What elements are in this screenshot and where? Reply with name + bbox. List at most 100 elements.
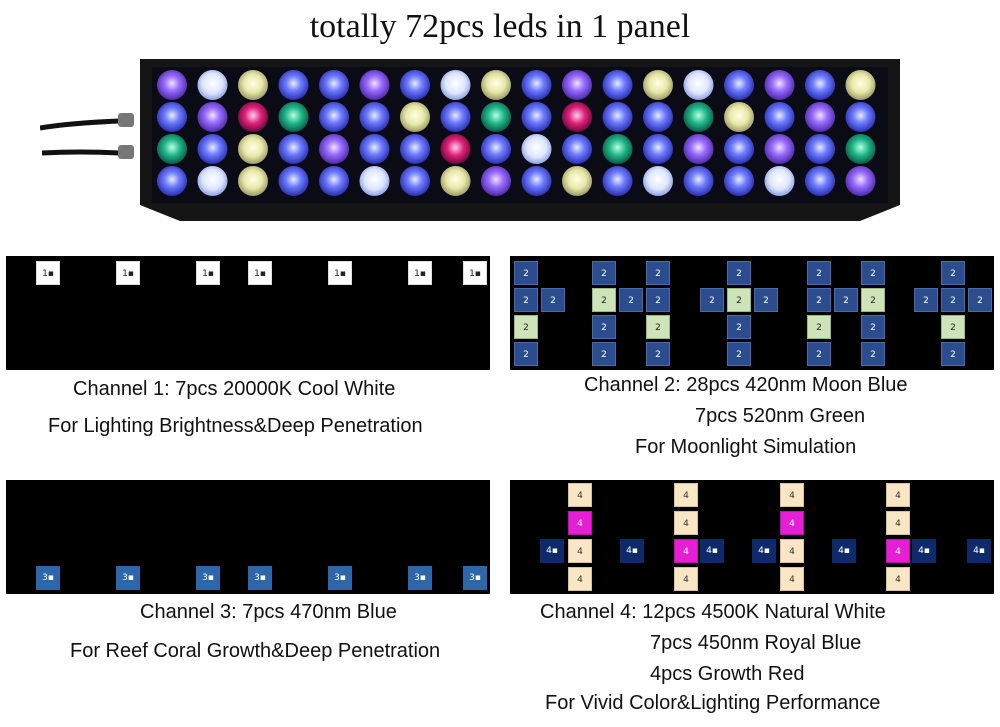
- channel2-title: Channel 2: 28pcs 420nm Moon Blue: [584, 374, 908, 396]
- led-cell-natural-white: 4: [780, 483, 804, 507]
- led-lens: [521, 134, 552, 164]
- led-cell-growth-red: 4: [886, 539, 910, 563]
- led-lens: [400, 102, 430, 132]
- led-cell-growth-red: 4: [674, 539, 698, 563]
- channel3-title: Channel 3: 7pcs 470nm Blue: [140, 601, 397, 623]
- led-cell-cool-white: 1▪: [463, 261, 487, 285]
- led-lens: [481, 102, 511, 132]
- led-cell-moon-blue: 2: [646, 288, 670, 312]
- led-lens: [845, 166, 876, 196]
- led-cell-green: 2: [861, 288, 885, 312]
- led-lens: [238, 70, 268, 100]
- led-lens: [805, 102, 835, 132]
- led-cell-moon-blue: 2: [541, 288, 565, 312]
- led-lens: [683, 134, 714, 164]
- led-lens: [319, 134, 349, 164]
- led-cell-moon-blue: 2: [700, 288, 724, 312]
- led-cell-blue: 3▪: [408, 566, 432, 590]
- led-cell-natural-white: 4: [780, 539, 804, 563]
- led-cell-green: 2: [727, 288, 751, 312]
- led-lens: [643, 134, 673, 164]
- led-cell-moon-blue: 2: [807, 342, 831, 366]
- led-lens: [400, 70, 430, 100]
- led-lens: [359, 70, 390, 100]
- led-cell-green: 2: [807, 315, 831, 339]
- channel4-blue: 7pcs 450nm Royal Blue: [650, 632, 862, 654]
- led-lens: [278, 70, 309, 100]
- led-cell-moon-blue: 2: [861, 261, 885, 285]
- led-cell-moon-blue: 2: [807, 261, 831, 285]
- led-cell-moon-blue: 2: [727, 261, 751, 285]
- led-lens: [643, 102, 673, 132]
- led-lens: [724, 166, 754, 196]
- led-cell-moon-blue: 2: [592, 315, 616, 339]
- led-cell-natural-white: 4: [568, 539, 592, 563]
- led-cell-moon-blue: 2: [514, 342, 538, 366]
- led-cell-moon-blue: 2: [727, 342, 751, 366]
- led-lens: [197, 134, 228, 164]
- led-lens: [683, 70, 714, 100]
- led-lens: [157, 102, 187, 132]
- led-lens: [157, 134, 187, 164]
- led-cell-natural-white: 4: [674, 567, 698, 591]
- led-lens: [157, 166, 187, 196]
- led-cell-moon-blue: 2: [727, 315, 751, 339]
- led-cell-royal-blue: 4▪: [540, 539, 564, 563]
- page-title: totally 72pcs leds in 1 panel: [309, 8, 691, 45]
- led-lens: [278, 102, 309, 132]
- channel2-purpose: For Moonlight Simulation: [635, 436, 857, 458]
- led-cell-moon-blue: 2: [592, 261, 616, 285]
- led-cell-natural-white: 4: [886, 511, 910, 535]
- product-image: [40, 59, 900, 221]
- led-cell-natural-white: 4: [886, 483, 910, 507]
- led-lens: [764, 70, 795, 100]
- led-lens: [764, 166, 795, 196]
- led-cell-moon-blue: 2: [514, 261, 538, 285]
- led-cell-cool-white: 1▪: [408, 261, 432, 285]
- led-cell-natural-white: 4: [886, 567, 910, 591]
- led-cell-royal-blue: 4▪: [832, 539, 856, 563]
- led-cell-cool-white: 1▪: [116, 261, 140, 285]
- led-lens: [602, 102, 633, 132]
- led-lens: [319, 166, 349, 196]
- led-lens: [805, 134, 835, 164]
- channel4-layout: 4 4 4 4 4 4 4 4 4 4 4 4 4 4 4 4 4▪ 4▪ 4▪ 4▪ 4▪ 4▪ 4▪: [510, 480, 994, 594]
- led-cell-moon-blue: 2: [861, 315, 885, 339]
- led-lens: [643, 166, 673, 196]
- led-lens: [319, 70, 349, 100]
- led-cell-blue: 3▪: [463, 566, 487, 590]
- channel3-layout: 3▪ 3▪ 3▪ 3▪ 3▪ 3▪ 3▪: [6, 480, 490, 594]
- led-lens: [724, 70, 754, 100]
- led-cell-blue: 3▪: [36, 566, 60, 590]
- led-cell-cool-white: 1▪: [196, 261, 220, 285]
- led-cell-natural-white: 4: [568, 483, 592, 507]
- led-lens: [724, 134, 754, 164]
- led-lens: [683, 166, 714, 196]
- channel2-green: 7pcs 520nm Green: [695, 405, 866, 427]
- led-cell-royal-blue: 4▪: [912, 539, 936, 563]
- led-cell-cool-white: 1▪: [36, 261, 60, 285]
- channel4-purpose: For Vivid Color&Lighting Performance: [545, 692, 881, 714]
- led-lens: [602, 70, 633, 100]
- led-lens: [481, 134, 511, 164]
- led-lens: [481, 70, 511, 100]
- led-cell-moon-blue: 2: [646, 342, 670, 366]
- led-lens: [562, 166, 592, 196]
- led-lens: [845, 70, 876, 100]
- led-cell-royal-blue: 4▪: [700, 539, 724, 563]
- led-lens: [359, 166, 390, 196]
- led-cell-growth-red: 4: [780, 511, 804, 535]
- led-lens: [400, 166, 430, 196]
- channel1-purpose: For Lighting Brightness&Deep Penetration: [48, 415, 423, 437]
- led-cell-growth-red: 4: [568, 511, 592, 535]
- led-lens: [278, 134, 309, 164]
- led-lens: [400, 134, 430, 164]
- led-lens: [724, 102, 754, 132]
- led-lens: [602, 134, 633, 164]
- led-cell-moon-blue: 2: [754, 288, 778, 312]
- led-lens: [521, 166, 552, 196]
- led-lens: [562, 134, 592, 164]
- led-cell-moon-blue: 2: [941, 261, 965, 285]
- led-cell-green: 2: [514, 315, 538, 339]
